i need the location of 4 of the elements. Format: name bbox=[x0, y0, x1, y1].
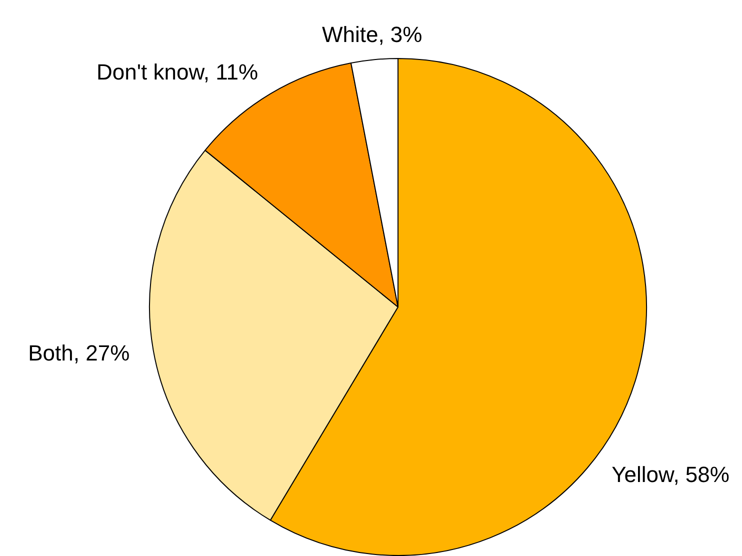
slice-label: Both, 27% bbox=[28, 340, 130, 366]
slice-label: Don't know, 11% bbox=[96, 59, 258, 84]
slice-label: White, 3% bbox=[322, 22, 422, 47]
slice-label: Yellow, 58% bbox=[612, 462, 730, 488]
